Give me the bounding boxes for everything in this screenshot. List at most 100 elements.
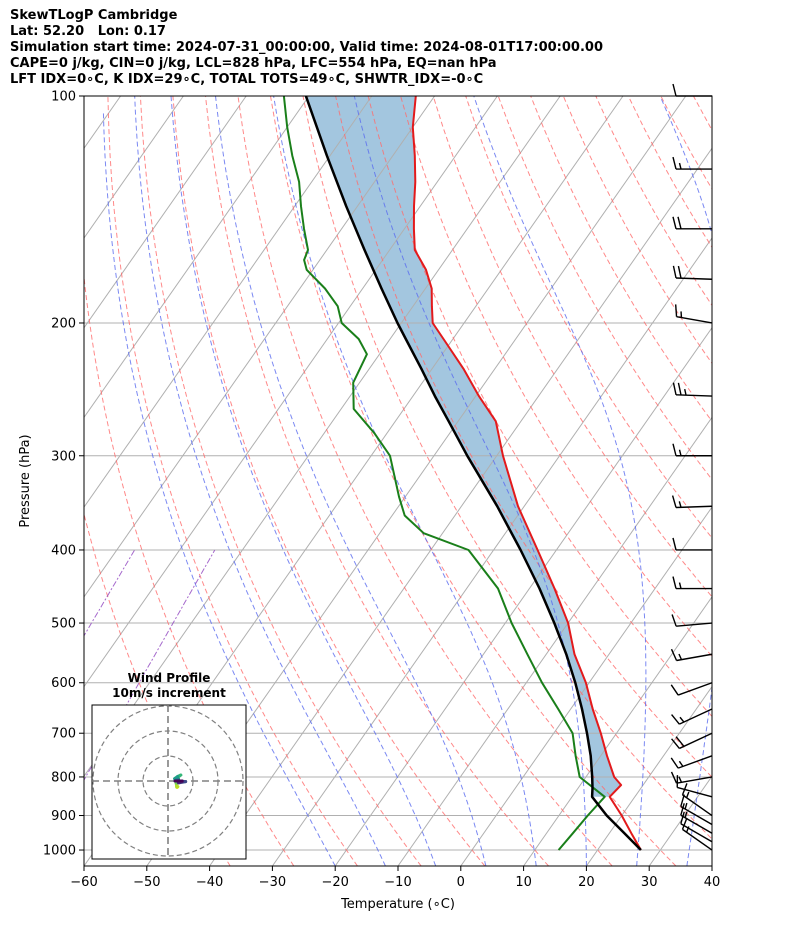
isotherm-line [711, 865, 712, 866]
wind-barb [672, 576, 712, 590]
isotherm-line [84, 96, 310, 419]
dry-adiabat [172, 96, 486, 866]
wind-barb-half-feather [678, 760, 684, 767]
wind-barb [672, 156, 712, 170]
temperature-line [411, 96, 642, 851]
moist-adiabat [273, 96, 537, 866]
wind-barb-feather [672, 156, 677, 170]
wind-barb-feather [675, 736, 685, 747]
dry-adiabat [270, 96, 677, 866]
wind-barb-feather [672, 576, 677, 589]
wind-barb-half-feather [678, 449, 682, 456]
wind-barb-shaft [677, 682, 713, 696]
isotherm-line [775, 96, 794, 866]
x-tick-label: 0 [457, 875, 465, 890]
dry-adiabat [84, 272, 295, 866]
wind-barb-shaft [680, 805, 713, 826]
wind-barb [676, 775, 713, 798]
moist-adiabat [353, 96, 587, 866]
wind-barb [672, 382, 713, 397]
dewpoint-line [282, 96, 606, 851]
wind-barb-shaft [676, 316, 713, 324]
x-tick-label: −50 [133, 875, 160, 890]
wind-barb-half-feather [684, 811, 688, 818]
dry-adiabat [84, 512, 231, 866]
isotherm-line [84, 96, 247, 329]
dry-adiabat [660, 96, 712, 190]
x-tick-label: 30 [641, 875, 658, 890]
wind-barb-half-feather [678, 501, 682, 508]
wind-barb-feather [671, 614, 677, 627]
moist-adiabat [659, 96, 712, 866]
time-line: Simulation start time: 2024-07-31_00:00:… [10, 40, 603, 55]
dry-adiabat [139, 96, 422, 866]
isotherm-line [209, 147, 712, 866]
isotherm-line [271, 237, 712, 866]
wind-barb-half-feather [684, 802, 688, 810]
axes-layer: −60 −50 −40 −30 −20 −10 0 10 20 30 40 1000 900 800 700… [18, 90, 720, 913]
y-tick-label: 1000 [43, 844, 76, 859]
wind-barb [670, 771, 713, 784]
wind-barb-feather [677, 382, 682, 396]
wind-barb [671, 732, 713, 750]
dry-adiabat [335, 96, 712, 778]
y-tick-label: 900 [51, 809, 76, 824]
y-axis-label: Pressure (hPa) [18, 434, 33, 527]
x-tick-label: 20 [578, 875, 595, 890]
wind-barb [670, 755, 713, 769]
wind-barb-shaft [677, 786, 713, 798]
x-tick-label: −20 [321, 875, 348, 890]
wind-barb-feather [672, 382, 677, 395]
wind-barb-feather [671, 738, 680, 749]
inset-subtitle: 10m/s increment [112, 686, 226, 700]
y-tick-label: 800 [51, 770, 76, 785]
x-tick-label: 10 [515, 875, 532, 890]
wind-barb [672, 83, 712, 97]
index-line: LFT IDX=0∘C, K IDX=29∘C, TOTAL TOTS=49∘C… [10, 72, 484, 87]
dry-adiabat [237, 96, 613, 866]
wind-barb-shaft [675, 394, 713, 397]
wind-barb-feather [677, 265, 682, 279]
wind-barb-feather [677, 216, 682, 229]
x-tick-label: 40 [704, 875, 721, 890]
wind-barb-half-feather [678, 653, 683, 660]
wind-barb-shaft [682, 828, 713, 851]
y-tick-label: 700 [51, 727, 76, 742]
wind-barb-feather [680, 803, 685, 816]
y-tick-label: 600 [51, 676, 76, 691]
wind-barb-feather [680, 794, 685, 807]
wind-barb-shaft [675, 277, 713, 280]
wind-barb [672, 265, 713, 280]
wind-barb-half-feather [678, 776, 683, 783]
wind-barb [680, 811, 713, 843]
wind-barb-shaft [677, 755, 713, 769]
wind-barb-feather [674, 304, 678, 317]
wind-barb [680, 794, 713, 826]
wind-barb-feather [670, 648, 678, 661]
x-tick-label: −30 [259, 875, 286, 890]
inset-title: Wind Profile [128, 671, 211, 685]
wind-barb-shaft [676, 653, 713, 662]
moist-adiabat [102, 111, 336, 866]
wind-barb-shaft [682, 794, 713, 817]
adiabat-layer [84, 96, 712, 866]
dry-adiabat [595, 96, 712, 307]
wind-barb-feather [670, 757, 679, 769]
dry-adiabat [432, 96, 712, 598]
wind-barb [670, 682, 713, 696]
wind-barb-feather [672, 265, 677, 279]
x-tick-label: −60 [70, 875, 97, 890]
y-tick-label: 100 [51, 90, 76, 105]
wind-barb [672, 216, 712, 230]
wind-barb-half-feather [678, 582, 682, 589]
wind-barb [680, 803, 713, 834]
wind-barb-half-feather [679, 716, 685, 723]
moist-adiabat [215, 96, 487, 866]
isotherm-line [585, 685, 712, 866]
x-tick-label: −10 [384, 875, 411, 890]
moist-adiabat [473, 96, 647, 866]
wind-barb-shaft [675, 505, 713, 509]
moist-adiabat [170, 96, 437, 866]
